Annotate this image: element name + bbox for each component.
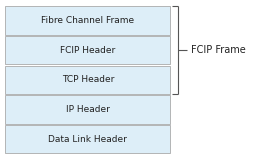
Text: Fibre Channel Frame: Fibre Channel Frame: [41, 16, 134, 25]
Text: IP Header: IP Header: [66, 105, 110, 114]
Text: TCP Header: TCP Header: [62, 75, 114, 84]
FancyBboxPatch shape: [5, 125, 170, 153]
FancyBboxPatch shape: [5, 36, 170, 64]
Text: Data Link Header: Data Link Header: [48, 135, 127, 144]
FancyBboxPatch shape: [5, 66, 170, 94]
Text: FCIP Frame: FCIP Frame: [191, 45, 246, 55]
FancyBboxPatch shape: [5, 95, 170, 124]
Text: FCIP Header: FCIP Header: [60, 46, 115, 55]
FancyBboxPatch shape: [5, 6, 170, 35]
